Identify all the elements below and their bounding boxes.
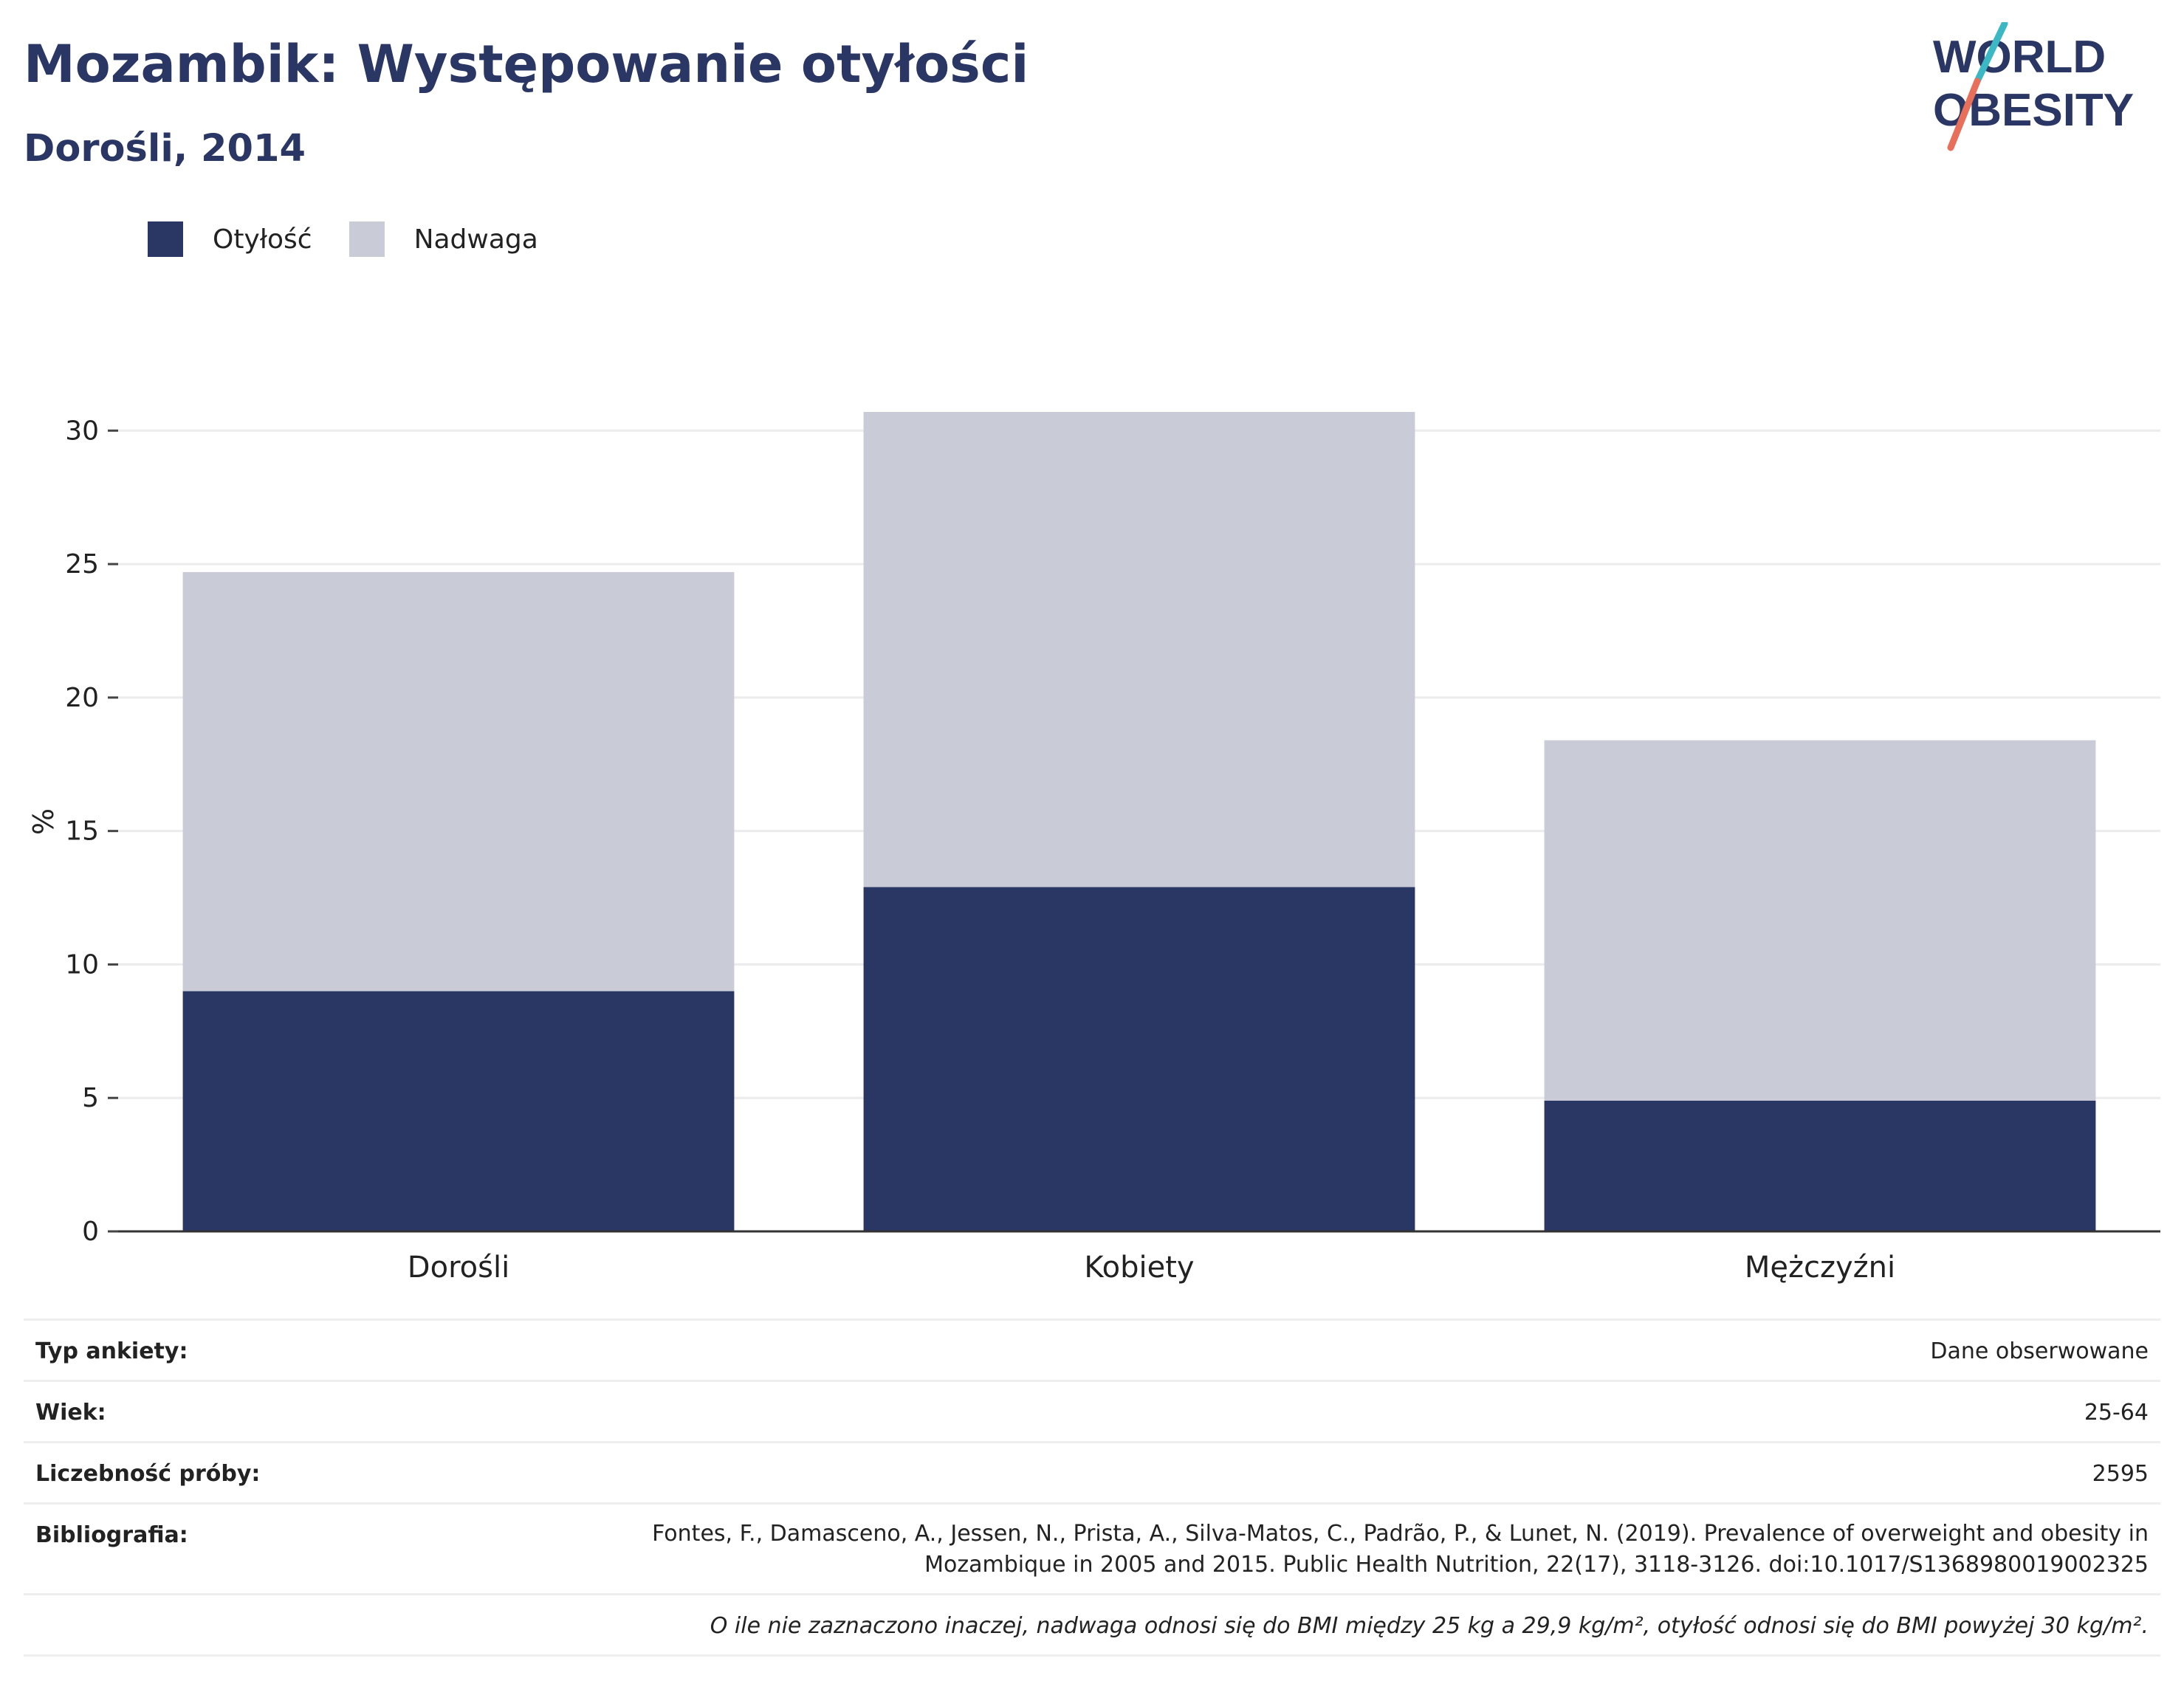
bar-overweight [863,412,1415,887]
bibliography-line-2: Mozambique in 2005 and 2015. Public Heal… [924,1552,2149,1578]
age-label: Wiek: [35,1400,106,1426]
legend-item-overweight: Nadwaga [348,221,538,257]
y-tick-label: 0 [82,1217,99,1247]
bibliography-line-1: Fontes, F., Damasceno, A., Jessen, N., P… [652,1521,2149,1547]
y-tick-label: 20 [65,683,99,713]
info-row-age: Wiek: 25-64 [24,1382,2160,1443]
x-tick-label: Mężczyźni [1745,1251,1895,1285]
legend-label-overweight: Nadwaga [413,224,538,255]
info-row-survey: Typ ankiety: Dane obserwowane [24,1321,2160,1382]
info-row-sample: Liczebność próby: 2595 [24,1443,2160,1505]
logo-slash-coral [1947,78,1981,151]
bibliography-label: Bibliografia: [35,1522,188,1548]
legend: Otyłość Nadwaga [148,220,575,258]
bar-obesity [1544,1100,2096,1231]
info-table: Typ ankiety: Dane obserwowane Wiek: 25-6… [24,1318,2160,1657]
y-tick-label: 30 [65,416,99,446]
survey-value: Dane obserwowane [1930,1338,2149,1364]
bibliography-value: Fontes, F., Damasceno, A., Jessen, N., P… [652,1519,2149,1581]
info-row-note: O ile nie zaznaczono inaczej, nadwaga od… [24,1595,2160,1657]
y-tick-label: 10 [65,949,99,980]
bar-obesity [863,887,1415,1231]
legend-swatch-overweight [348,221,385,257]
x-tick-label: Kobiety [1084,1251,1194,1285]
bar-overweight [182,571,735,991]
chart-subtitle: Dorośli, 2014 [24,127,306,171]
legend-swatch-obesity [148,221,183,257]
age-value: 25-64 [2084,1400,2149,1426]
legend-label-obesity: Otyłość [213,224,312,255]
bar-obesity [182,991,735,1231]
sample-label: Liczebność próby: [35,1461,261,1487]
legend-item-obesity: Otyłość [148,221,312,257]
world-obesity-logo: WORLD OBESITY [1933,22,2134,151]
bar-chart: 0 5 10 15 20 25 30% Dorośli Kobiety Mężczyźni [27,412,2160,1285]
sample-value: 2595 [2092,1461,2149,1487]
survey-label: Typ ankiety: [35,1338,188,1364]
logo-line1: WORLD [1933,32,2106,83]
y-axis-label: % [27,808,60,835]
chart-title: Mozambik: Występowanie otyłości [24,34,1029,94]
info-row-bibliography: Bibliografia: Fontes, F., Damasceno, A.,… [24,1505,2160,1595]
y-tick-label: 5 [82,1083,99,1113]
x-tick-label: Dorośli [408,1251,509,1285]
definition-note: O ile nie zaznaczono inaczej, nadwaga od… [710,1613,2149,1639]
y-tick-label: 15 [65,816,99,847]
bar-overweight [1544,740,2096,1101]
logo-slash-teal [1974,22,2008,85]
y-tick-label: 25 [65,549,99,580]
